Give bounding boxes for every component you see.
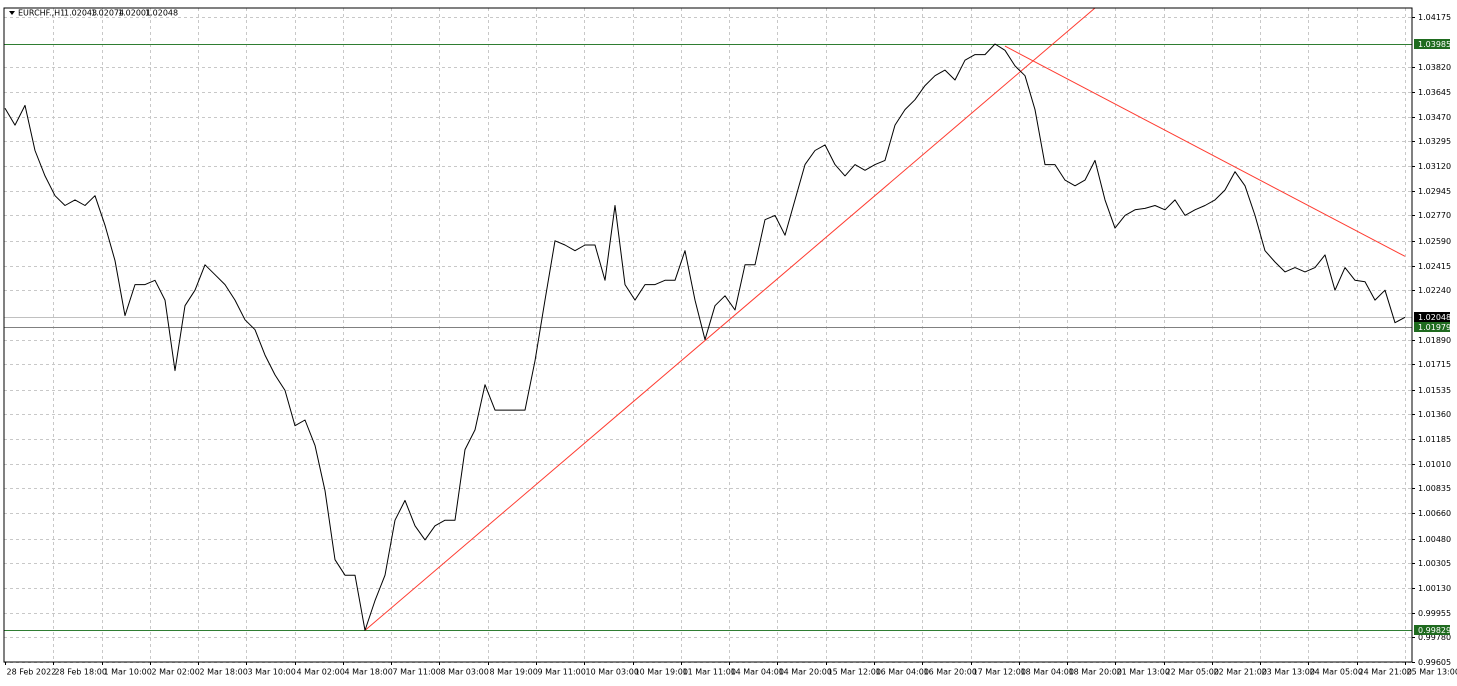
y-tick-label: 1.01535 [1418, 386, 1451, 395]
x-tick-label: 14 Mar 04:00 [731, 668, 784, 677]
y-tick-label: 1.02240 [1418, 286, 1451, 295]
price-level-label: 1.02048 [1418, 313, 1451, 322]
ohlc-open: 1.02043 [64, 9, 97, 18]
y-tick-label: 1.00660 [1418, 509, 1451, 518]
x-tick-label: 25 Mar 13:00 [1407, 668, 1457, 677]
y-tick-label: 1.02945 [1418, 187, 1451, 196]
x-tick-label: 14 Mar 20:00 [779, 668, 832, 677]
ohlc-close: 1.02048 [145, 9, 178, 18]
y-tick-label: 1.02770 [1418, 211, 1451, 220]
price-level-tag [1414, 625, 1450, 635]
x-tick-label: 10 Mar 03:00 [586, 668, 639, 677]
price-level-label: 1.03985 [1418, 40, 1451, 49]
y-tick-label: 1.00305 [1418, 559, 1451, 568]
x-tick-label: 8 Mar 03:00 [441, 668, 489, 677]
x-tick-label: 3 Mar 10:00 [248, 668, 296, 677]
plot-layer [4, 8, 1412, 631]
x-tick-label: 4 Mar 02:00 [297, 668, 345, 677]
y-tick-label: 0.99605 [1418, 658, 1451, 667]
chart-header: EURCHF.,H1 1.02043 1.02074 1.02001 1.020… [9, 9, 178, 18]
y-tick-label: 1.03295 [1418, 137, 1451, 146]
axis-layer: 1.04175 1.03820 1.03645 1.03470 1.03295 1.031… [5, 13, 1457, 677]
x-tick-label: 18 Mar 20:00 [1069, 668, 1122, 677]
x-tick-label: 22 Mar 21:00 [1214, 668, 1267, 677]
x-tick-label: 2 Mar 02:00 [152, 668, 200, 677]
trendline [1004, 45, 1406, 257]
x-tick-label: 15 Mar 12:00 [828, 668, 881, 677]
x-tick-label: 18 Mar 04:00 [1021, 668, 1074, 677]
y-tick-label: 0.99955 [1418, 609, 1451, 618]
y-tick-label: 1.03120 [1418, 162, 1451, 171]
x-tick-label: 9 Mar 11:00 [538, 668, 586, 677]
ohlc-high: 1.02074 [91, 9, 124, 18]
x-tick-label: 4 Mar 18:00 [345, 668, 393, 677]
y-tick-label: 1.04175 [1418, 13, 1451, 22]
y-tick-label: 1.00835 [1418, 484, 1451, 493]
y-tick-label: 1.01715 [1418, 360, 1451, 369]
x-tick-label: 1 Mar 10:00 [104, 668, 152, 677]
y-tick-label: 1.01185 [1418, 435, 1451, 444]
x-tick-label: 21 Mar 13:00 [1117, 668, 1170, 677]
y-tick-label: 1.02415 [1418, 262, 1451, 271]
grid-layer [4, 8, 1412, 663]
y-tick-label: 1.01890 [1418, 336, 1451, 345]
y-tick-label: 1.03820 [1418, 63, 1451, 72]
x-tick-label: 24 Mar 21:00 [1359, 668, 1412, 677]
price-level-tag [1414, 322, 1450, 332]
header-arrow [9, 11, 15, 15]
x-tick-label: 8 Mar 19:00 [490, 668, 538, 677]
price-level-tag [1414, 312, 1450, 322]
price-level-label: 1.01979 [1418, 323, 1451, 332]
x-tick-label: 10 Mar 19:00 [635, 668, 688, 677]
y-tick-label: 1.03645 [1418, 88, 1451, 97]
y-tick-label: 1.00480 [1418, 535, 1451, 544]
x-tick-label: 17 Mar 12:00 [973, 668, 1026, 677]
trendline [364, 8, 1096, 631]
y-tick-label: 1.01010 [1418, 460, 1451, 469]
x-tick-label: 16 Mar 04:00 [876, 668, 929, 677]
price-level-label: 0.99829 [1418, 626, 1451, 635]
x-tick-label: 11 Mar 11:00 [683, 668, 736, 677]
y-tick-label: 1.03470 [1418, 113, 1451, 122]
x-tick-label: 24 Mar 05:00 [1310, 668, 1363, 677]
ohlc-low: 1.02001 [118, 9, 151, 18]
x-tick-label: 23 Mar 13:00 [1262, 668, 1315, 677]
x-tick-label: 2 Mar 18:00 [200, 668, 248, 677]
x-tick-label: 16 Mar 20:00 [924, 668, 977, 677]
y-tick-label: 0.99780 [1418, 633, 1451, 642]
x-tick-label: 22 Mar 05:00 [1166, 668, 1219, 677]
y-tick-label: 1.00130 [1418, 584, 1451, 593]
x-tick-label: 7 Mar 11:00 [393, 668, 441, 677]
y-tick-label: 1.02590 [1418, 237, 1451, 246]
x-tick-label: 28 Feb 2022 [7, 668, 57, 677]
y-tick-label: 1.01360 [1418, 410, 1451, 419]
price-line [4, 43, 1406, 631]
price-level-tag [1414, 39, 1450, 49]
x-tick-label: 28 Feb 18:00 [55, 668, 107, 677]
plot-frame [3, 7, 1413, 663]
symbol: EURCHF.,H1 [18, 9, 65, 18]
